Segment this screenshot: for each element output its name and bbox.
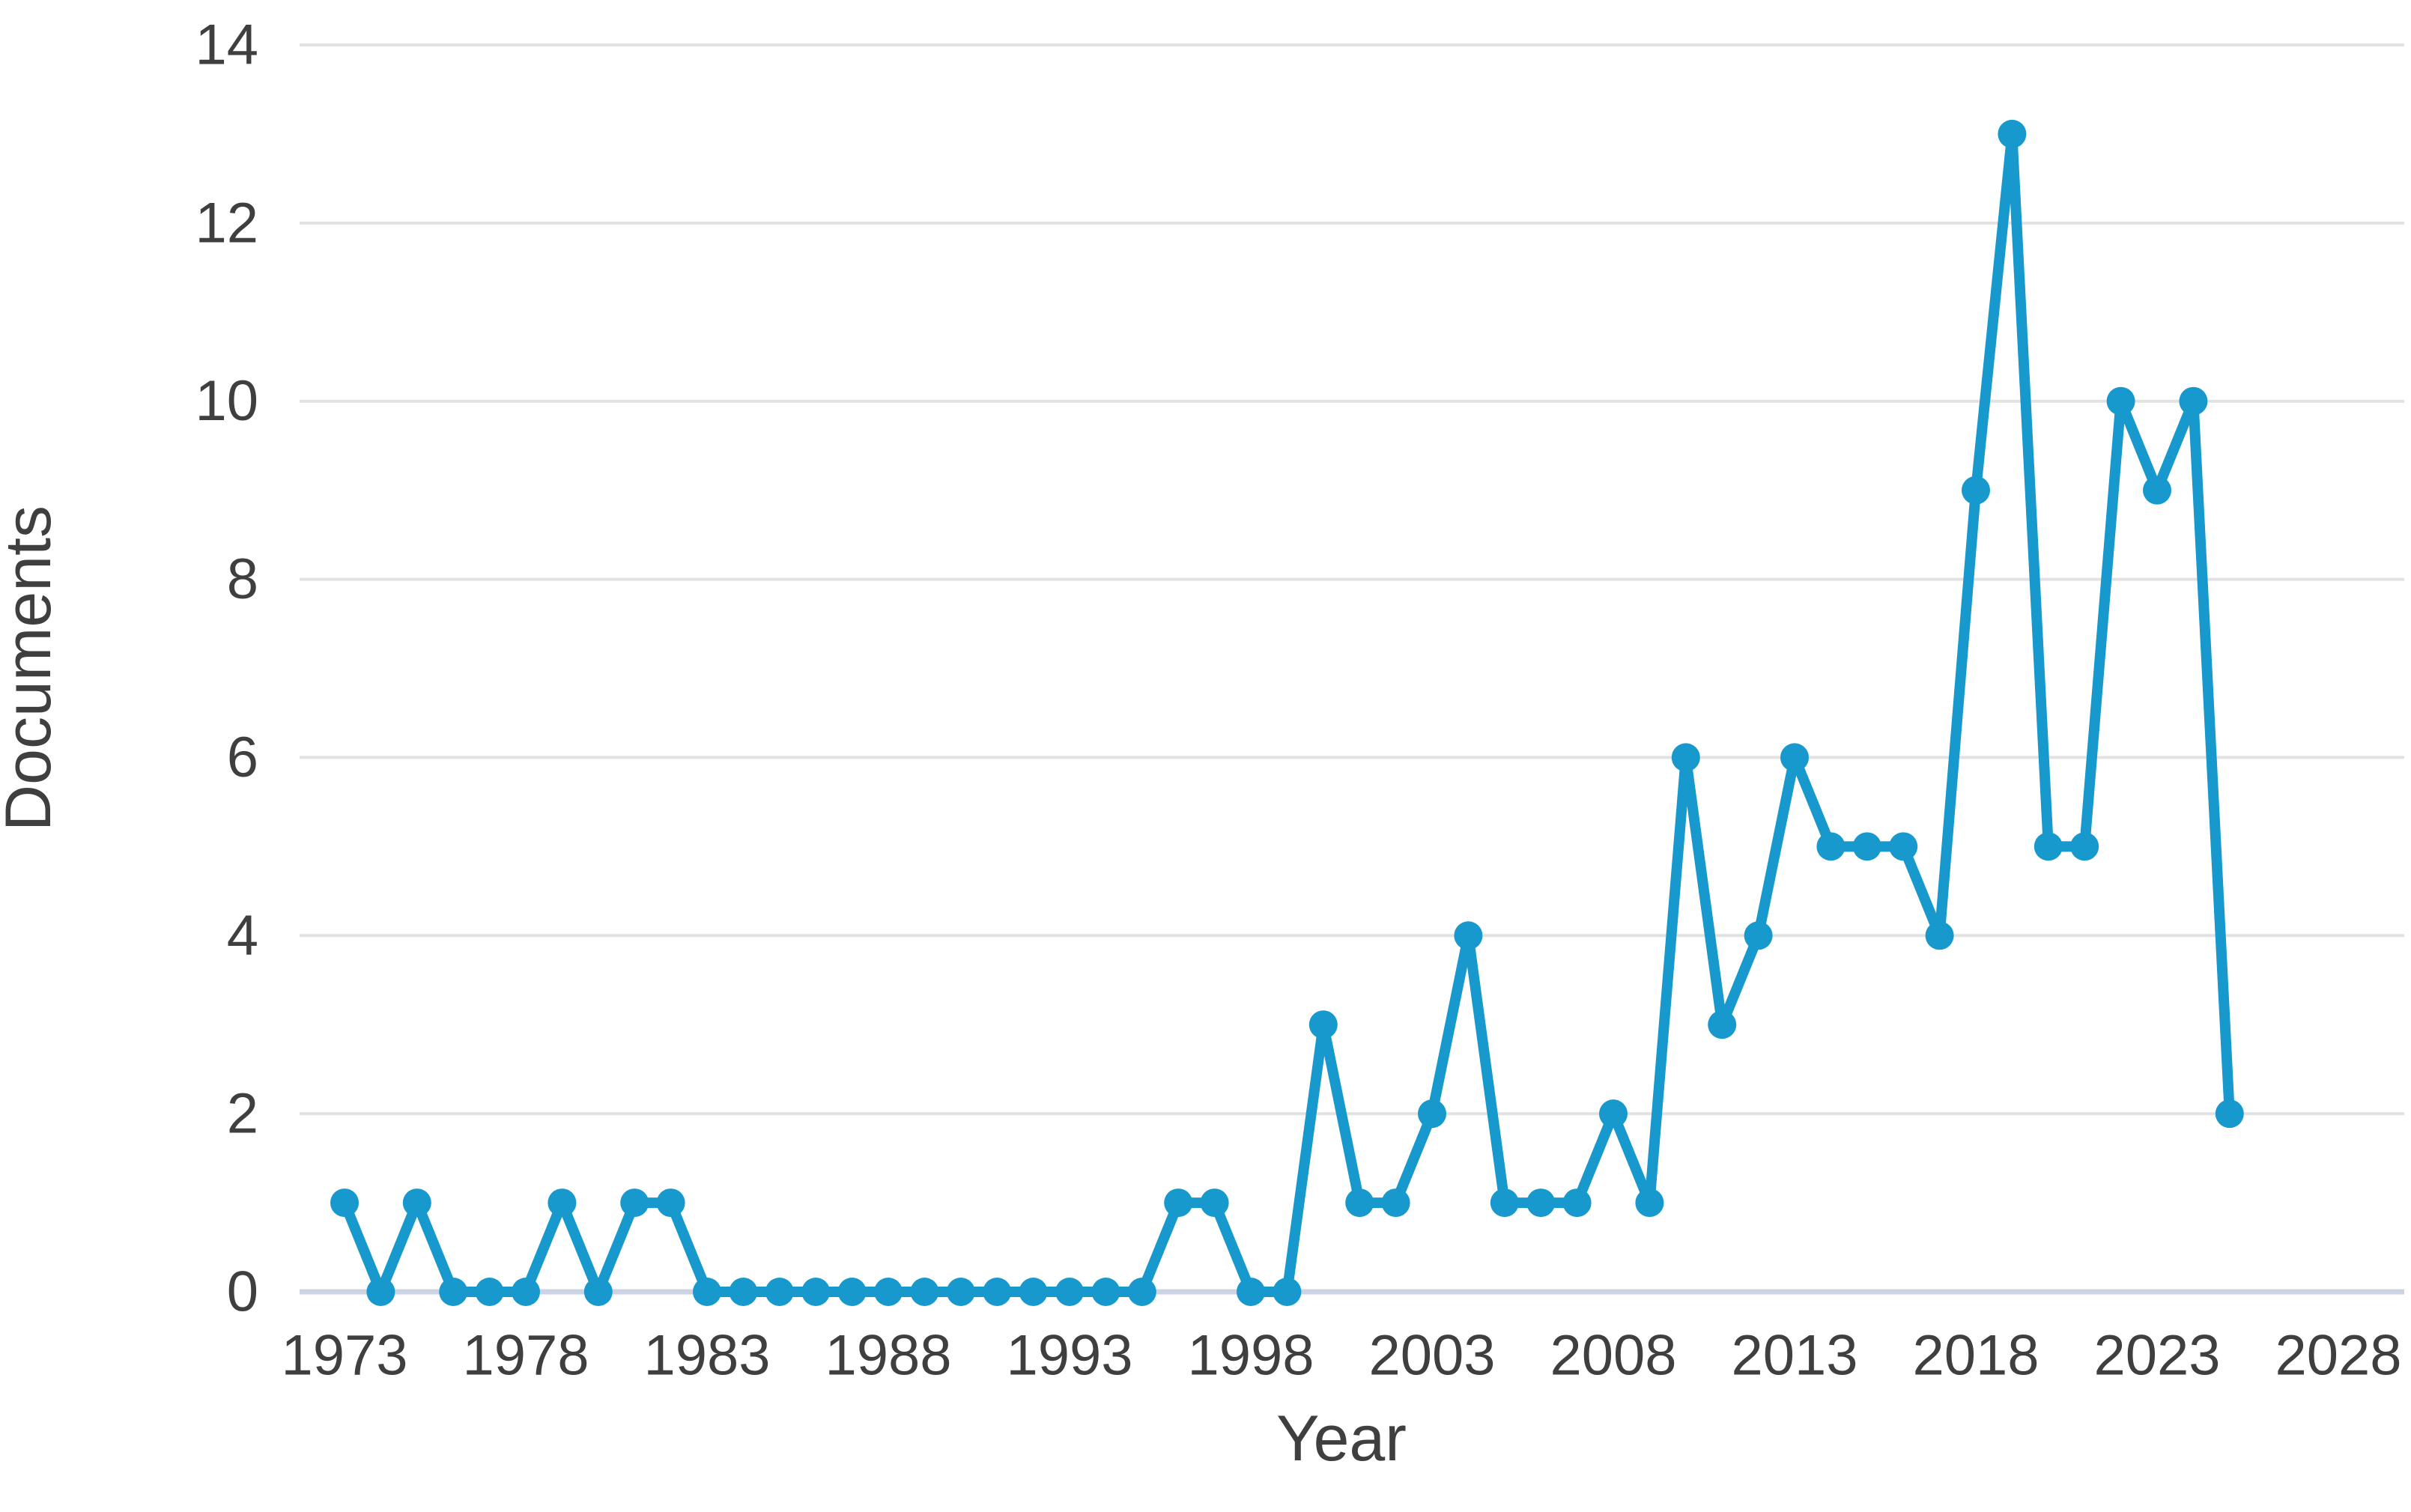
data-point-1979[interactable]	[548, 1188, 577, 1218]
data-point-2002[interactable]	[1381, 1188, 1410, 1218]
data-point-2025[interactable]	[2215, 1099, 2244, 1129]
data-point-2019[interactable]	[1998, 119, 2027, 148]
data-point-1986[interactable]	[801, 1278, 831, 1306]
data-point-1980[interactable]	[583, 1278, 613, 1306]
data-point-1985[interactable]	[765, 1278, 794, 1306]
data-point-1973[interactable]	[330, 1188, 359, 1218]
data-point-2023[interactable]	[2143, 476, 2171, 505]
data-point-1984[interactable]	[729, 1278, 758, 1306]
data-point-1975[interactable]	[402, 1188, 431, 1218]
y-tick-label-4: 4	[227, 904, 258, 968]
data-point-1977[interactable]	[475, 1278, 504, 1306]
x-tick-label-2013: 2013	[1731, 1324, 1857, 1388]
series-line-documents	[339, 128, 2235, 1297]
y-tick-label-2: 2	[227, 1082, 258, 1146]
data-point-2010[interactable]	[1671, 743, 1700, 772]
y-tick-label-8: 8	[227, 547, 258, 611]
data-point-2016[interactable]	[1889, 832, 1918, 861]
data-point-2021[interactable]	[2070, 832, 2099, 861]
data-point-1978[interactable]	[512, 1278, 540, 1306]
data-point-1993[interactable]	[1055, 1278, 1084, 1306]
y-tick-label-10: 10	[195, 369, 258, 433]
data-point-1998[interactable]	[1237, 1278, 1265, 1306]
data-point-1987[interactable]	[837, 1278, 867, 1306]
y-axis-title: Documents	[0, 505, 64, 831]
data-point-2001[interactable]	[1345, 1188, 1374, 1218]
data-point-2020[interactable]	[2034, 832, 2063, 861]
x-tick-label-1993: 1993	[1006, 1324, 1132, 1388]
data-point-1996[interactable]	[1164, 1188, 1193, 1218]
data-point-1997[interactable]	[1200, 1188, 1229, 1218]
data-point-2006[interactable]	[1526, 1188, 1556, 1218]
series-layer	[330, 119, 2244, 1306]
data-point-2012[interactable]	[1744, 921, 1773, 950]
data-point-2008[interactable]	[1599, 1099, 1628, 1129]
x-tick-label-1998: 1998	[1187, 1324, 1314, 1388]
data-point-2022[interactable]	[2106, 386, 2135, 416]
x-tick-label-2028: 2028	[2275, 1324, 2401, 1388]
data-point-1989[interactable]	[910, 1278, 939, 1306]
data-point-2009[interactable]	[1635, 1188, 1664, 1218]
data-point-1983[interactable]	[693, 1278, 721, 1306]
y-tick-label-6: 6	[227, 726, 258, 789]
data-point-2005[interactable]	[1490, 1188, 1519, 1218]
x-tick-label-2003: 2003	[1368, 1324, 1495, 1388]
data-point-2000[interactable]	[1308, 1010, 1338, 1039]
tick-labels-layer: 0 2 4 6 8 10 12 14 1973 1978 1983 1988 1993 1998 2003 2…	[195, 13, 2401, 1388]
y-tick-label-14: 14	[195, 13, 258, 77]
data-point-1994[interactable]	[1091, 1278, 1120, 1306]
y-tick-label-12: 12	[195, 191, 258, 255]
data-point-1974[interactable]	[366, 1278, 395, 1306]
data-point-1982[interactable]	[656, 1188, 685, 1218]
data-point-2018[interactable]	[1962, 476, 1990, 505]
x-tick-label-1983: 1983	[643, 1324, 770, 1388]
data-point-2003[interactable]	[1418, 1099, 1446, 1129]
data-point-2024[interactable]	[2179, 386, 2208, 416]
data-point-2007[interactable]	[1562, 1188, 1592, 1218]
gridlines-layer	[300, 43, 2404, 1295]
data-point-1981[interactable]	[620, 1188, 649, 1218]
x-tick-label-1973: 1973	[281, 1324, 407, 1388]
data-point-1990[interactable]	[946, 1278, 975, 1306]
x-axis-title: Year	[1276, 1403, 1407, 1475]
data-point-2017[interactable]	[1925, 921, 1954, 950]
data-point-1991[interactable]	[983, 1278, 1012, 1306]
data-point-2014[interactable]	[1816, 832, 1846, 861]
x-tick-label-1988: 1988	[825, 1324, 951, 1388]
data-point-2004[interactable]	[1454, 921, 1483, 950]
x-tick-label-2008: 2008	[1550, 1324, 1676, 1388]
x-tick-label-2018: 2018	[1912, 1324, 2039, 1388]
data-point-2011[interactable]	[1708, 1010, 1737, 1039]
data-point-2015[interactable]	[1852, 832, 1881, 861]
data-point-1992[interactable]	[1019, 1278, 1048, 1306]
data-point-1995[interactable]	[1127, 1278, 1156, 1306]
data-point-1988[interactable]	[874, 1278, 903, 1306]
y-tick-label-0: 0	[227, 1260, 258, 1324]
data-point-1999[interactable]	[1273, 1278, 1302, 1306]
x-tick-label-1978: 1978	[462, 1324, 589, 1388]
data-point-1976[interactable]	[439, 1278, 468, 1306]
x-tick-label-2023: 2023	[2093, 1324, 2220, 1388]
data-point-2013[interactable]	[1780, 743, 1809, 772]
